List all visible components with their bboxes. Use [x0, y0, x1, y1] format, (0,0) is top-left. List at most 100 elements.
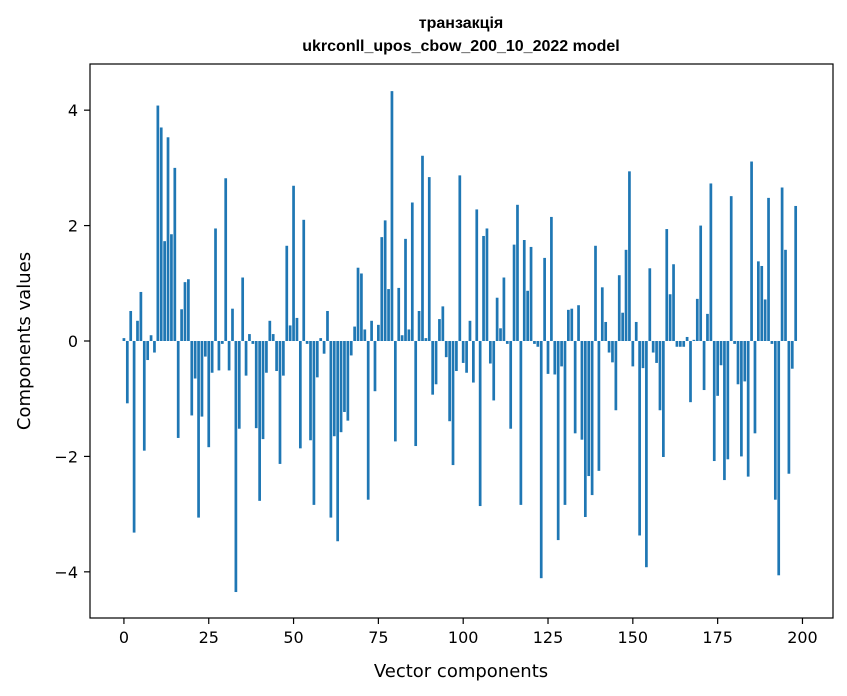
bar — [322, 341, 326, 354]
bar — [271, 334, 275, 341]
y-axis-label: Components values — [14, 252, 35, 430]
bar — [726, 341, 730, 460]
bar — [197, 341, 200, 518]
bar — [733, 341, 736, 344]
bar — [156, 105, 160, 341]
bar — [234, 341, 238, 593]
bar — [784, 249, 787, 341]
bar — [790, 341, 794, 369]
bar — [560, 341, 563, 367]
bar — [139, 291, 143, 341]
bar — [505, 341, 509, 344]
bar — [465, 341, 468, 373]
bar — [451, 341, 455, 466]
bar — [685, 336, 689, 341]
bar — [258, 341, 261, 501]
bar — [404, 238, 407, 341]
bar — [550, 216, 553, 341]
bar — [380, 237, 384, 342]
bar — [146, 341, 150, 361]
x-tick-label: 150 — [618, 628, 649, 647]
bar — [553, 341, 557, 375]
bar — [220, 341, 224, 344]
bar — [787, 341, 791, 474]
bar — [427, 177, 431, 341]
bar — [472, 341, 475, 383]
bar — [217, 341, 221, 371]
bar — [475, 209, 479, 341]
bar — [583, 341, 587, 518]
bar — [594, 245, 597, 341]
bar — [736, 341, 740, 385]
bar — [546, 341, 550, 374]
bar — [248, 334, 251, 341]
bar — [648, 268, 652, 341]
bar — [207, 341, 211, 448]
bar — [641, 341, 645, 369]
bar — [254, 341, 258, 429]
bar — [210, 341, 214, 373]
bar — [122, 338, 126, 341]
bar — [302, 219, 306, 341]
bar — [468, 320, 472, 341]
bar — [237, 341, 241, 429]
bar — [634, 321, 638, 341]
bar — [746, 341, 750, 477]
bar — [678, 341, 682, 347]
bar — [485, 228, 489, 341]
bar — [617, 275, 621, 341]
bar — [170, 234, 173, 341]
bar — [326, 310, 329, 341]
bar — [448, 341, 451, 422]
bar — [570, 308, 574, 341]
bar — [682, 341, 686, 347]
bar — [183, 282, 187, 341]
bar — [309, 341, 312, 441]
bar — [153, 341, 156, 353]
bar — [709, 183, 713, 341]
bar — [356, 267, 360, 341]
bar — [631, 341, 635, 367]
bar — [526, 290, 530, 341]
bar — [370, 320, 373, 341]
bar — [288, 325, 292, 341]
bar — [556, 341, 560, 541]
bar — [292, 185, 295, 341]
bar — [478, 341, 482, 507]
bar — [672, 264, 675, 341]
bar — [763, 299, 767, 341]
y-tick-label: −4 — [54, 563, 78, 582]
bar — [434, 341, 438, 385]
bar — [261, 341, 265, 440]
bar — [665, 229, 669, 341]
bar — [149, 335, 153, 341]
bar — [363, 329, 367, 341]
bar — [689, 341, 692, 403]
bar — [488, 341, 492, 364]
bar — [533, 341, 536, 344]
bar — [332, 341, 336, 437]
bar — [441, 306, 445, 342]
bar — [773, 341, 777, 500]
bar — [377, 324, 380, 341]
bar — [203, 341, 207, 357]
bar — [740, 341, 743, 457]
bar — [319, 338, 323, 341]
ticks-layer: 0 25 50 75 100 125 150 175 200 −4 −2 0 2 4 — [54, 101, 817, 647]
x-axis-label: Vector components — [374, 661, 548, 682]
x-tick-label: 50 — [283, 628, 303, 647]
bar — [268, 320, 272, 341]
bar — [499, 328, 502, 341]
bar — [760, 265, 764, 341]
bar — [607, 341, 611, 353]
bar — [597, 341, 601, 471]
bar — [166, 137, 170, 341]
bar — [190, 341, 194, 416]
bar — [567, 309, 570, 341]
bar — [780, 187, 784, 341]
bar — [275, 341, 278, 372]
bar — [393, 341, 397, 442]
bar — [251, 341, 255, 344]
bar — [142, 341, 146, 451]
